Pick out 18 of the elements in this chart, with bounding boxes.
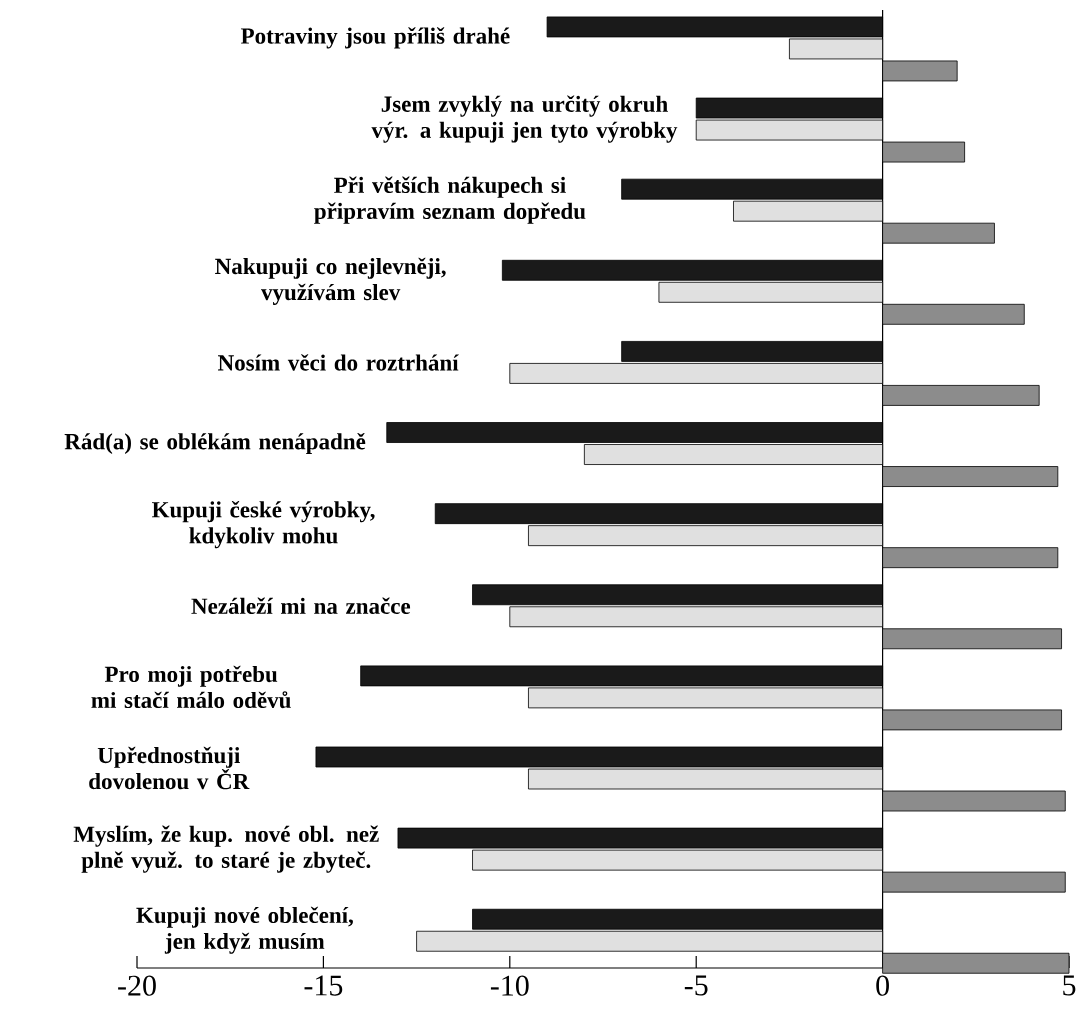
y-tick-label: Jsem zvyklý na určitý okruh výr. a kupuji jen tyto výrobky	[371, 95, 678, 143]
y-tick-label: Při větších nákupech si připravím seznam dopředu	[314, 176, 586, 224]
x-tick-label: -5	[684, 975, 708, 996]
x-tick-label: -10	[490, 975, 529, 996]
x-tick-label: 0	[876, 975, 889, 996]
y-tick-label: Rád(a) se oblékám nenápadně	[64, 432, 366, 455]
y-tick-label: Kupuji české výrobky, kdykoliv mohu	[152, 501, 375, 549]
y-tick-label: Pro moji potřebu mi stačí málo oděvů	[91, 665, 291, 709]
x-tick-label: 5	[1063, 975, 1076, 996]
y-tick-label: Myslím, že kup. nové obl. než plně využ. to staré je zbyteč.	[73, 825, 379, 873]
x-tick-label: -15	[304, 975, 343, 996]
x-tick-label: -20	[118, 975, 156, 996]
y-tick-label: Nakupuji co nejlevněji, využívám slev	[215, 257, 446, 305]
y-tick-label: Nosím věci do roztrhání	[218, 354, 459, 371]
y-tick-label: Potraviny jsou příliš drahé	[240, 27, 510, 49]
y-tick-label: Upřednostňuji dovolenou v ČR	[89, 746, 250, 790]
y-tick-label: Nezáleží mi na značce	[191, 597, 411, 614]
y-tick-label: Kupuji nové oblečení, jen když musím	[136, 906, 353, 954]
